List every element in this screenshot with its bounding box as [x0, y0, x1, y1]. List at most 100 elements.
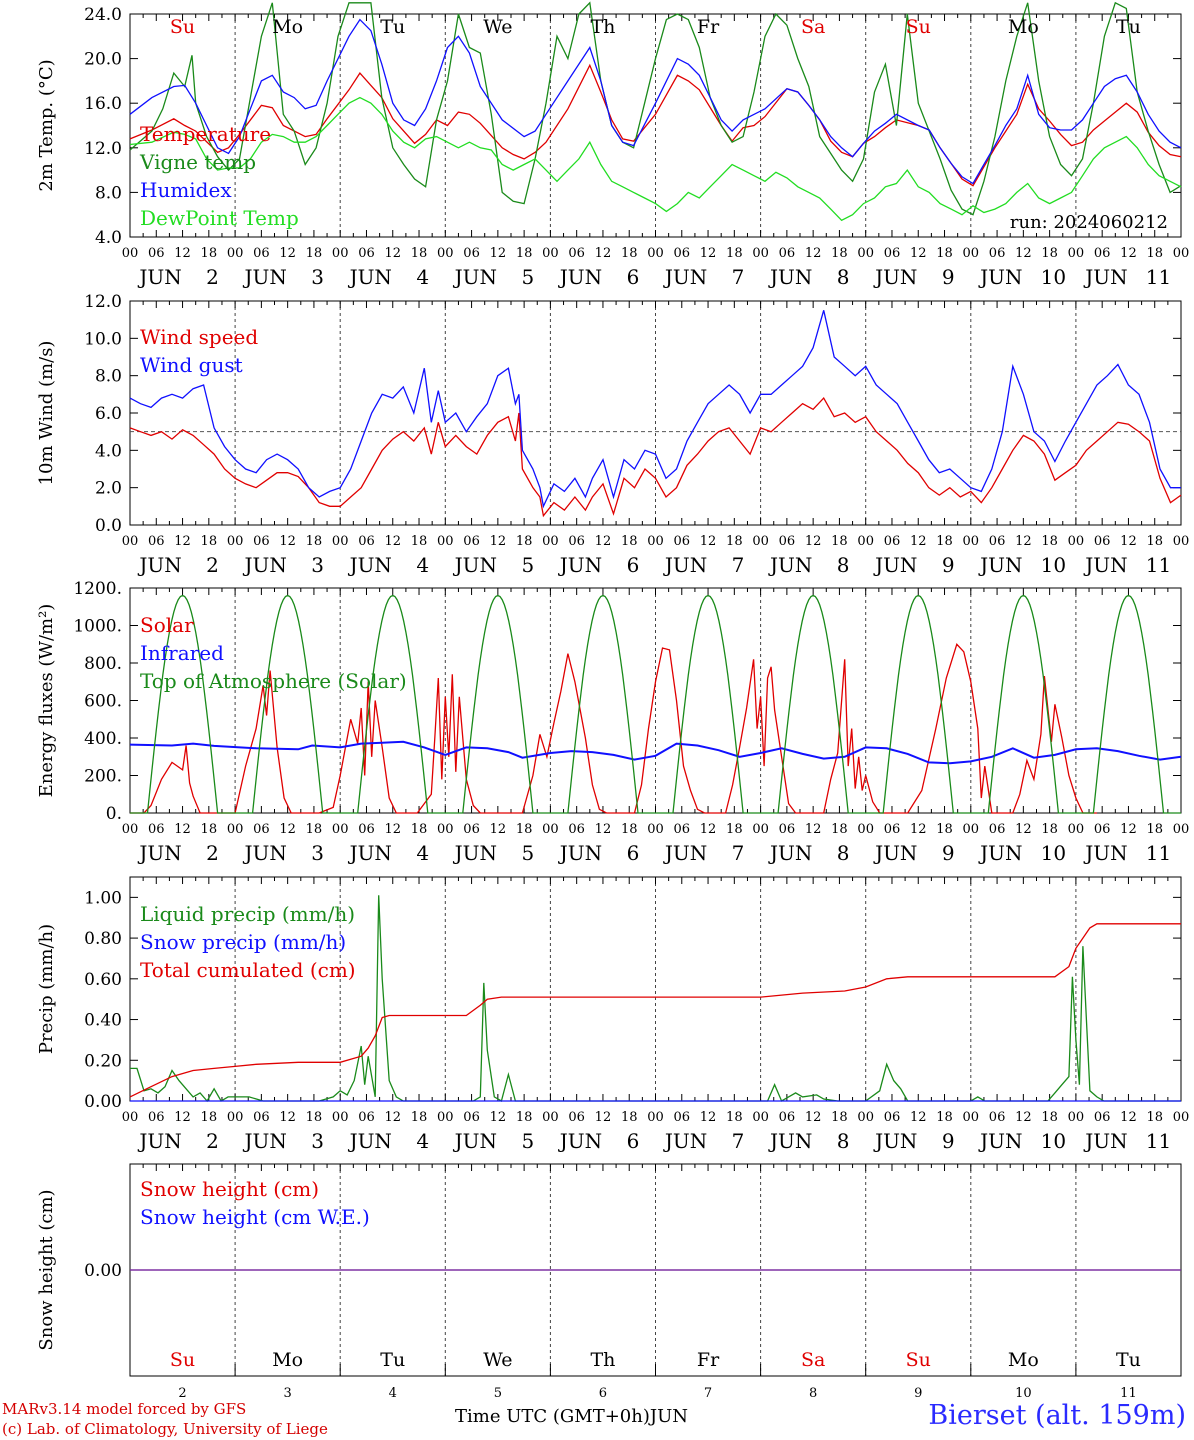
y-tick-label: 1200.: [73, 579, 122, 599]
x-month-label: JUN: [137, 553, 181, 577]
x-date-label: 3: [311, 265, 324, 289]
x-hour-label: 12: [490, 534, 507, 549]
x-hour-label: 12: [1015, 534, 1032, 549]
x-hour-label: 06: [358, 822, 375, 837]
x-hour-label: 12: [279, 246, 296, 261]
x-hour-label: 06: [463, 534, 480, 549]
legend-entry: Snow height (cm): [140, 1177, 319, 1201]
x-hour-label: 12: [174, 1110, 191, 1125]
x-hour-label: 06: [884, 246, 901, 261]
x-hour-label: 00: [647, 822, 664, 837]
x-month-label: JUN: [348, 265, 392, 289]
weekday-label: Th: [590, 16, 615, 38]
x-hour-label: 00: [963, 534, 980, 549]
bottom-date-label: 5: [494, 1386, 502, 1401]
x-date-label: 10: [1041, 841, 1066, 865]
x-hour-label: 06: [568, 822, 585, 837]
x-hour-label: 00: [857, 246, 874, 261]
x-hour-label: 00: [542, 246, 559, 261]
x-hour-label: 18: [726, 1110, 743, 1125]
weekday-label: Tu: [1116, 1349, 1141, 1371]
x-hour-label: 18: [936, 534, 953, 549]
y-tick-label: 0.00: [84, 1261, 122, 1281]
x-hour-label: 18: [306, 246, 323, 261]
x-hour-label: 06: [989, 534, 1006, 549]
x-hour-label: 00: [122, 534, 139, 549]
y-tick-label: 0.80: [84, 929, 122, 949]
x-hour-label: 06: [148, 534, 165, 549]
legend-entry: Vigne temp: [139, 150, 256, 174]
x-date-label: 10: [1041, 1129, 1066, 1153]
series-line-wind-gust: [129, 310, 1181, 509]
x-month-label: JUN: [663, 1129, 707, 1153]
weekday-label: We: [483, 1349, 512, 1371]
x-hour-label: 00: [963, 1110, 980, 1125]
x-date-label: 9: [942, 553, 955, 577]
x-hour-label: 00: [542, 534, 559, 549]
x-hour-label: 18: [411, 246, 428, 261]
weekday-label: Su: [170, 16, 195, 38]
x-hour-label: 12: [1015, 1110, 1032, 1125]
y-tick-label: 400.: [84, 729, 122, 749]
x-hour-label: 00: [332, 822, 349, 837]
x-hour-label: 06: [779, 1110, 796, 1125]
panel-5: 0.00 Snow height (cm) Snow height (cm) Snow…: [36, 1163, 1182, 1401]
x-month-label: JUN: [453, 841, 497, 865]
legend-entry: Wind gust: [140, 353, 243, 377]
x-hour-label: 12: [174, 822, 191, 837]
x-month-label: JUN: [663, 265, 707, 289]
x-hour-label: 06: [253, 822, 270, 837]
x-hour-label: 00: [647, 246, 664, 261]
x-hour-label: 18: [936, 1110, 953, 1125]
x-hour-label: 12: [490, 1110, 507, 1125]
weekday-label: Su: [906, 16, 931, 38]
x-date-label: 2: [206, 553, 219, 577]
x-hour-label: 06: [463, 1110, 480, 1125]
weekday-label: Su: [906, 1349, 931, 1371]
bottom-date-label: 8: [809, 1386, 817, 1401]
series-line-dewpoint-temp: [129, 96, 1182, 222]
y-tick-label: 8.0: [95, 367, 122, 387]
x-hour-label: 00: [227, 822, 244, 837]
x-hour-label: 12: [910, 822, 927, 837]
x-month-label: JUN: [663, 841, 707, 865]
x-date-label: 6: [627, 553, 640, 577]
series-line-infrared: [129, 740, 1182, 765]
x-hour-label: 18: [1041, 1110, 1058, 1125]
x-date-label: 5: [521, 841, 534, 865]
legend-entry: Snow height (cm W.E.): [140, 1205, 370, 1229]
x-hour-label: 12: [490, 246, 507, 261]
x-hour-label: 18: [621, 822, 638, 837]
x-hour-label: 12: [174, 246, 191, 261]
x-month-label: JUN: [137, 265, 181, 289]
x-date-label: 11: [1146, 553, 1171, 577]
x-hour-label: 12: [595, 1110, 612, 1125]
x-month-label: JUN: [1083, 841, 1127, 865]
y-tick-label: 4.0: [95, 228, 122, 248]
x-hour-label: 00: [857, 822, 874, 837]
x-hour-label: 06: [568, 246, 585, 261]
x-date-label: 8: [837, 1129, 850, 1153]
x-hour-label: 06: [1094, 246, 1111, 261]
y-tick-label: 200.: [84, 767, 122, 787]
x-date-label: 10: [1041, 265, 1066, 289]
bottom-date-label: 11: [1120, 1386, 1137, 1401]
x-date-label: 5: [521, 1129, 534, 1153]
x-hour-label: 18: [306, 822, 323, 837]
x-date-label: 9: [942, 1129, 955, 1153]
legend-entry: Snow precip (mm/h): [140, 930, 346, 954]
weekday-label: Tu: [1116, 16, 1141, 38]
x-hour-label: 00: [437, 534, 454, 549]
x-date-label: 9: [942, 841, 955, 865]
x-hour-label: 12: [1120, 1110, 1137, 1125]
x-month-label: JUN: [453, 265, 497, 289]
series-line-total-cumulated-cm-: [129, 923, 1181, 1098]
x-hour-label: 12: [1120, 534, 1137, 549]
x-hour-label: 18: [411, 534, 428, 549]
bottom-date-label: 2: [178, 1386, 186, 1401]
x-month-label: JUN: [558, 265, 602, 289]
x-hour-label: 00: [542, 822, 559, 837]
x-month-label: JUN: [348, 1129, 392, 1153]
x-hour-label: 06: [779, 822, 796, 837]
